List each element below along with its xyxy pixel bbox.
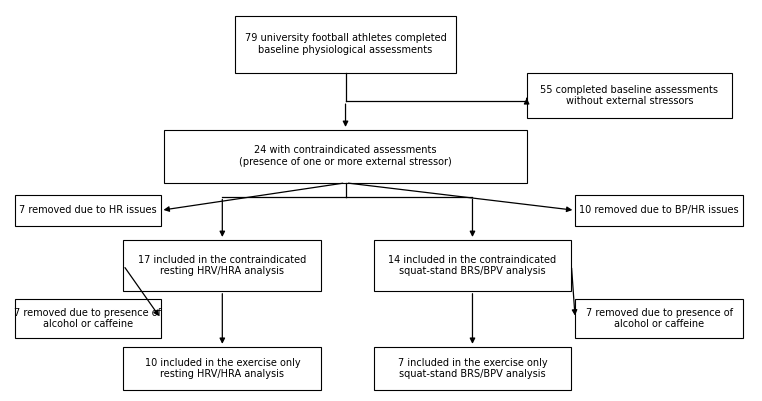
Text: 10 removed due to BP/HR issues: 10 removed due to BP/HR issues (579, 205, 739, 215)
FancyBboxPatch shape (15, 299, 161, 338)
FancyBboxPatch shape (527, 73, 732, 118)
FancyBboxPatch shape (123, 347, 322, 390)
FancyBboxPatch shape (373, 347, 572, 390)
FancyBboxPatch shape (15, 194, 161, 226)
FancyBboxPatch shape (575, 299, 743, 338)
Text: 17 included in the contraindicated
resting HRV/HRA analysis: 17 included in the contraindicated resti… (138, 255, 306, 276)
Text: 7 removed due to HR issues: 7 removed due to HR issues (19, 205, 157, 215)
Text: 24 with contraindicated assessments
(presence of one or more external stressor): 24 with contraindicated assessments (pre… (239, 146, 452, 167)
Text: 79 university football athletes completed
baseline physiological assessments: 79 university football athletes complete… (245, 34, 447, 55)
Text: 14 included in the contraindicated
squat-stand BRS/BPV analysis: 14 included in the contraindicated squat… (389, 255, 556, 276)
Text: 7 removed due to presence of
alcohol or caffeine: 7 removed due to presence of alcohol or … (14, 308, 162, 329)
Text: 10 included in the exercise only
resting HRV/HRA analysis: 10 included in the exercise only resting… (145, 358, 300, 379)
Text: 7 removed due to presence of
alcohol or caffeine: 7 removed due to presence of alcohol or … (586, 308, 733, 329)
Text: 55 completed baseline assessments
without external stressors: 55 completed baseline assessments withou… (540, 85, 719, 106)
FancyBboxPatch shape (373, 240, 572, 291)
FancyBboxPatch shape (123, 240, 322, 291)
FancyBboxPatch shape (235, 16, 456, 73)
FancyBboxPatch shape (575, 194, 743, 226)
Text: 7 included in the exercise only
squat-stand BRS/BPV analysis: 7 included in the exercise only squat-st… (398, 358, 547, 379)
FancyBboxPatch shape (165, 130, 527, 183)
